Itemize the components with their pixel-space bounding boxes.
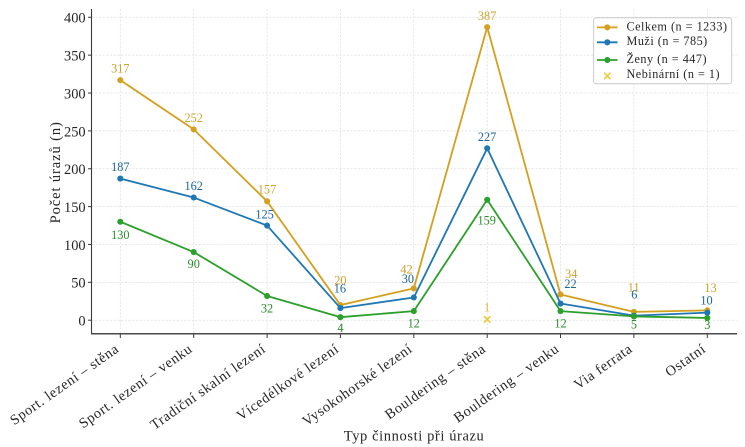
svg-text:1: 1 <box>484 301 490 315</box>
svg-text:157: 157 <box>258 183 276 197</box>
svg-text:227: 227 <box>478 130 496 144</box>
svg-text:350: 350 <box>64 49 86 65</box>
svg-text:50: 50 <box>71 276 85 292</box>
svg-text:10: 10 <box>700 294 712 308</box>
svg-text:42: 42 <box>400 262 412 276</box>
svg-text:387: 387 <box>478 9 496 23</box>
svg-text:12: 12 <box>408 317 420 331</box>
svg-text:0: 0 <box>78 314 85 330</box>
svg-text:300: 300 <box>64 86 86 102</box>
svg-text:Typ činnosti při úrazu: Typ činnosti při úrazu <box>344 428 485 444</box>
svg-text:Ženy (n = 447): Ženy (n = 447) <box>627 52 708 66</box>
svg-text:150: 150 <box>64 200 86 216</box>
svg-text:3: 3 <box>704 318 710 332</box>
svg-text:317: 317 <box>111 62 129 76</box>
svg-text:Muži (n = 785): Muži (n = 785) <box>627 34 708 48</box>
svg-text:200: 200 <box>64 162 86 178</box>
svg-text:12: 12 <box>554 317 566 331</box>
svg-text:130: 130 <box>111 228 129 242</box>
svg-text:Počet úrazů (n): Počet úrazů (n) <box>48 121 64 223</box>
svg-text:13: 13 <box>704 281 716 295</box>
svg-text:22: 22 <box>564 277 576 291</box>
svg-text:30: 30 <box>402 272 414 286</box>
svg-text:34: 34 <box>565 267 577 281</box>
svg-text:6: 6 <box>631 287 637 301</box>
svg-text:5: 5 <box>631 317 637 331</box>
svg-text:162: 162 <box>184 179 202 193</box>
svg-text:159: 159 <box>477 214 495 228</box>
svg-text:400: 400 <box>64 11 86 27</box>
svg-text:Nebinární (n = 1): Nebinární (n = 1) <box>627 67 721 81</box>
svg-text:90: 90 <box>188 257 200 271</box>
svg-text:250: 250 <box>64 124 86 140</box>
svg-text:252: 252 <box>184 111 202 125</box>
svg-text:4: 4 <box>337 321 343 335</box>
svg-text:Celkem (n = 1233): Celkem (n = 1233) <box>627 19 728 33</box>
svg-text:32: 32 <box>261 302 273 316</box>
svg-text:11: 11 <box>628 281 640 295</box>
svg-text:187: 187 <box>111 160 129 174</box>
svg-text:125: 125 <box>255 208 273 222</box>
svg-text:100: 100 <box>64 238 86 254</box>
svg-text:20: 20 <box>334 274 346 288</box>
svg-text:16: 16 <box>334 281 346 295</box>
